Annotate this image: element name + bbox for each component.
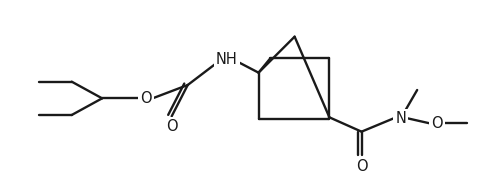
Text: O: O	[140, 91, 152, 106]
Text: O: O	[166, 119, 177, 134]
Text: N: N	[395, 111, 406, 126]
Text: O: O	[431, 116, 443, 131]
Text: O: O	[356, 159, 368, 174]
Text: NH: NH	[216, 52, 238, 67]
